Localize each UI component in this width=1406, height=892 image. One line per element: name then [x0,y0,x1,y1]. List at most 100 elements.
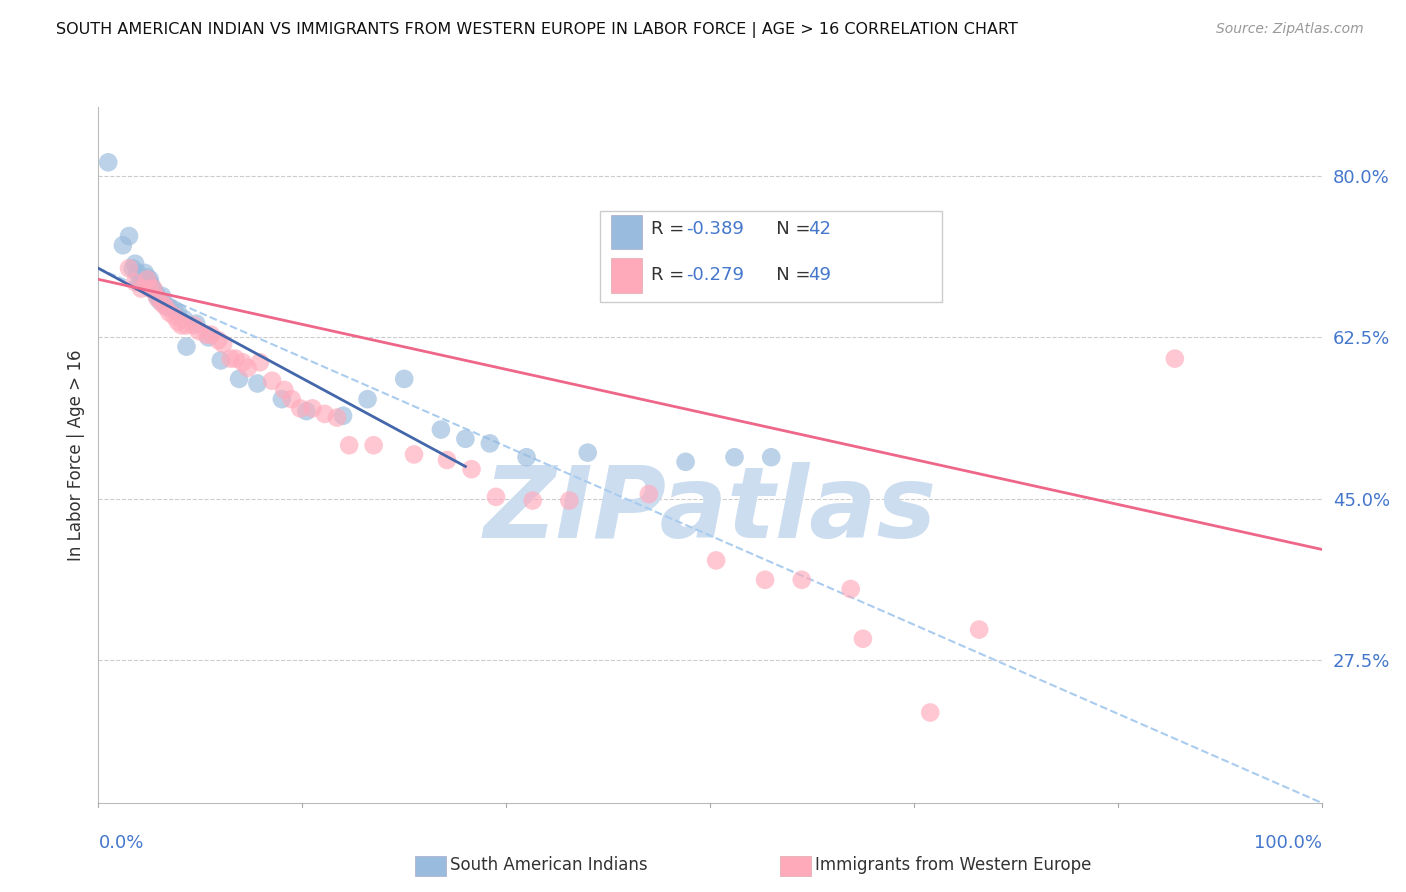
Point [1164,351,1187,366]
Point [290,401,312,416]
Point [155,298,177,312]
Point [127,266,149,280]
Point [839,582,862,596]
Point [460,462,482,476]
Point [170,318,193,333]
Point [704,553,727,567]
Point [138,275,160,289]
Point [392,372,416,386]
Point [723,450,745,465]
Point [150,289,173,303]
Point [852,632,875,646]
Point [197,330,219,344]
Y-axis label: In Labor Force | Age > 16: In Labor Force | Age > 16 [66,349,84,561]
Point [167,305,190,319]
Text: 49: 49 [808,266,831,284]
Point [163,302,186,317]
Point [212,337,235,351]
Point [187,324,209,338]
Point [183,318,205,333]
Text: N =: N = [759,220,815,238]
Point [186,317,208,331]
Point [209,353,232,368]
Point [522,493,544,508]
Point [142,282,165,296]
Point [558,493,581,508]
Point [118,261,141,276]
Point [236,360,259,375]
Point [224,351,246,366]
Point [150,296,173,310]
Point [430,423,453,437]
Point [436,453,458,467]
Point [141,282,163,296]
Point [790,573,813,587]
Point [139,282,162,296]
Text: R =: R = [651,220,689,238]
Point [139,277,162,292]
Point [149,293,172,308]
Point [478,436,501,450]
Point [402,447,425,461]
Point [295,404,318,418]
Point [134,266,156,280]
Point [454,432,477,446]
Point [136,270,159,285]
Text: Immigrants from Western Europe: Immigrants from Western Europe [815,856,1092,874]
Point [157,305,180,319]
Text: N =: N = [759,266,815,284]
Point [111,238,134,252]
Point [146,289,169,303]
Point [576,445,599,459]
Point [280,392,302,406]
Point [326,410,349,425]
Point [249,355,271,369]
Text: 0.0%: 0.0% [98,834,143,852]
Point [761,450,783,465]
Point [246,376,269,391]
Point [118,229,141,244]
Point [219,351,242,366]
Point [124,275,146,289]
Point [176,318,198,333]
Text: 100.0%: 100.0% [1254,834,1322,852]
Point [332,409,354,423]
Point [301,401,323,416]
Point [363,438,385,452]
Point [195,327,218,342]
Point [270,392,294,406]
Point [163,310,186,324]
Point [173,312,195,326]
Point [228,372,250,386]
Point [139,272,162,286]
Text: -0.389: -0.389 [686,220,744,238]
Point [754,573,776,587]
Text: -0.279: -0.279 [686,266,744,284]
Point [356,392,378,406]
Point [176,340,198,354]
Point [157,300,180,314]
Point [121,261,143,276]
Point [485,490,508,504]
Point [167,315,190,329]
Point [314,407,336,421]
Point [920,706,942,720]
Point [136,272,159,286]
Point [143,285,166,299]
Point [124,257,146,271]
Point [131,275,153,289]
Point [232,355,254,369]
Text: 42: 42 [808,220,831,238]
Point [146,291,169,305]
Text: Source: ZipAtlas.com: Source: ZipAtlas.com [1216,22,1364,37]
Point [155,300,177,314]
Point [97,155,120,169]
Point [200,327,222,342]
Text: South American Indians: South American Indians [450,856,648,874]
Point [129,275,152,289]
Point [637,487,661,501]
Text: ZIPatlas: ZIPatlas [484,462,936,559]
Point [207,333,229,347]
Text: SOUTH AMERICAN INDIAN VS IMMIGRANTS FROM WESTERN EUROPE IN LABOR FORCE | AGE > 1: SOUTH AMERICAN INDIAN VS IMMIGRANTS FROM… [56,22,1018,38]
Point [967,623,990,637]
